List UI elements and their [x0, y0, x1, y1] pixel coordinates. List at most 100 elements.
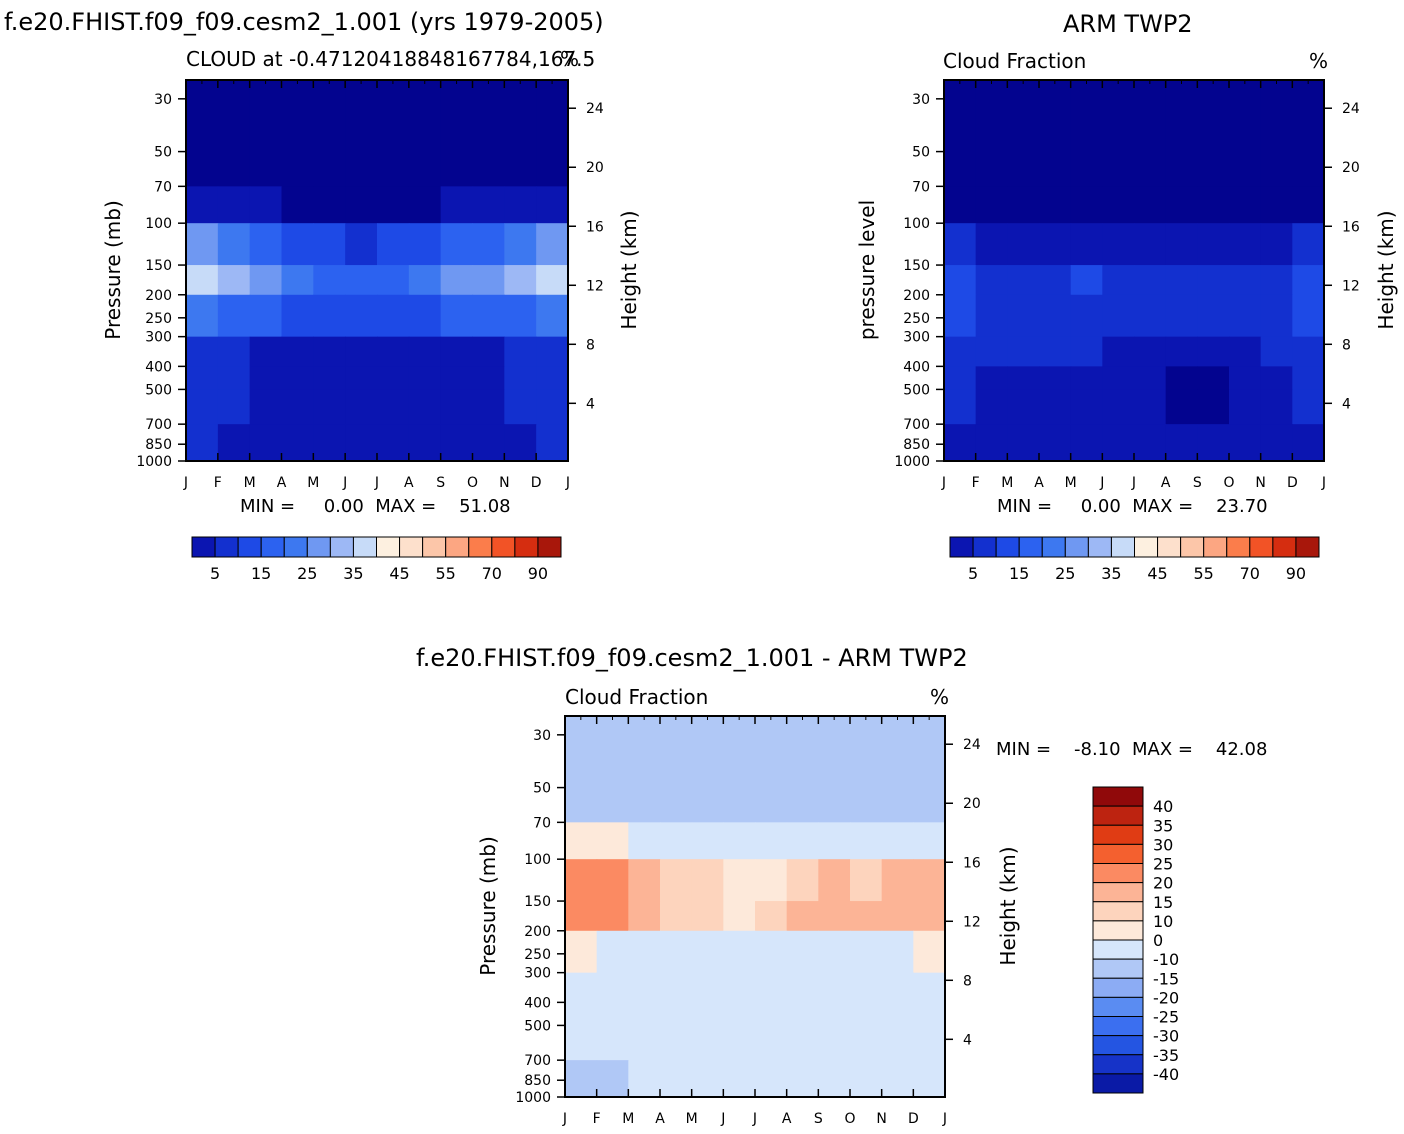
contour-cell — [1134, 265, 1167, 296]
y-right-tick-label: 20 — [586, 160, 604, 176]
colorbar-box — [191, 536, 216, 558]
contour-cell — [691, 1060, 724, 1098]
contour-cell — [281, 80, 314, 187]
contour-cell — [1070, 424, 1103, 462]
y-tick-label: 30 — [912, 92, 930, 108]
x-tick-label: N — [876, 1111, 886, 1127]
contour-cell — [1007, 336, 1040, 367]
x-tick-label: J — [720, 1111, 725, 1127]
contour-cell — [596, 1002, 629, 1027]
y-right-tick-label: 24 — [586, 101, 604, 117]
colorbar-box — [1092, 843, 1144, 864]
x-tick-label: A — [1161, 475, 1171, 491]
panel-difference: f.e20.FHIST.f09_f09.cesm2_1.001 - ARM TW… — [416, 644, 1267, 1127]
colorbar-box — [1092, 920, 1144, 941]
contour-cell — [881, 901, 914, 932]
colorbar-box — [1087, 536, 1112, 558]
y-tick-label: 700 — [145, 417, 172, 433]
contour-cell — [1197, 336, 1230, 367]
contour-cell — [1197, 389, 1230, 425]
y-right-tick-label: 24 — [963, 737, 981, 753]
panel1-colorbar: 5 15 25 35 45 55 70 90 — [191, 536, 562, 583]
colorbar-label: 5 — [968, 564, 978, 583]
y-right-tick-label: 16 — [1342, 219, 1360, 235]
colorbar-label: 45 — [1147, 564, 1167, 583]
contour-cell — [536, 265, 569, 296]
colorbar-label: -10 — [1153, 950, 1179, 969]
contour-cell — [1292, 80, 1325, 187]
contour-cell — [1039, 366, 1072, 391]
contour-cell — [1134, 294, 1167, 338]
panel1-contour-plot: J F M A M J J A S O N D J 30 50 70 100 150 200 250 300 400 500… — [136, 79, 604, 491]
contour-cell — [377, 336, 410, 367]
x-tick-label: A — [404, 475, 414, 491]
contour-cell — [217, 424, 251, 462]
contour-cell — [1070, 223, 1103, 266]
panel3-ylabel-right: Height (km) — [996, 846, 1020, 965]
contour-cell — [596, 1060, 629, 1098]
contour-cell — [1229, 366, 1262, 391]
contour-cell — [1102, 186, 1135, 224]
y-right-tick-label: 20 — [963, 796, 981, 812]
colorbar-label: 20 — [1153, 874, 1173, 893]
contour-cell — [565, 859, 598, 902]
contour-cell — [818, 859, 851, 902]
contour-cell — [313, 389, 346, 425]
contour-cell — [1039, 389, 1072, 425]
contour-cell — [660, 901, 693, 932]
contour-cell — [536, 389, 569, 425]
contour-cell — [1165, 265, 1198, 296]
contour-cell — [408, 294, 442, 338]
contour-cell — [944, 336, 977, 367]
colorbar-label: 15 — [1009, 564, 1029, 583]
contour-cell — [440, 80, 474, 187]
contour-cell — [691, 716, 724, 823]
colorbar-box — [1092, 863, 1144, 884]
x-tick-label: J — [1321, 475, 1326, 491]
contour-cell — [691, 1002, 724, 1027]
contour-cell — [408, 424, 442, 462]
x-tick-label: N — [1255, 475, 1265, 491]
contour-cell — [818, 930, 851, 974]
colorbar-label: 55 — [1194, 564, 1214, 583]
colorbar-box — [352, 536, 377, 558]
colorbar-box — [972, 536, 997, 558]
contour-cell — [1197, 80, 1230, 187]
colorbar-label: -40 — [1153, 1065, 1179, 1084]
panel1-title: f.e20.FHIST.f09_f09.cesm2_1.001 (yrs 197… — [4, 8, 604, 36]
y-right-tick-label: 12 — [586, 278, 604, 294]
contour-cell — [408, 265, 442, 296]
contour-cell — [1134, 389, 1167, 425]
contour-cell — [1292, 424, 1325, 462]
colorbar-label: 90 — [528, 564, 548, 583]
contour-cell — [1197, 294, 1230, 338]
contour-cell — [628, 901, 661, 932]
contour-cell — [377, 80, 410, 187]
contour-cell — [944, 186, 977, 224]
contour-cell — [818, 716, 851, 823]
x-tick-label: M — [1001, 475, 1013, 491]
contour-cell — [186, 80, 219, 187]
contour-cell — [881, 1060, 914, 1098]
contour-cell — [1007, 389, 1040, 425]
contour-cell — [596, 716, 629, 823]
contour-cell — [755, 901, 788, 932]
colorbar-box — [376, 536, 401, 558]
contour-cell — [1007, 265, 1040, 296]
contour-cell — [691, 859, 724, 902]
contour-cell — [818, 1002, 851, 1027]
y-tick-label: 700 — [524, 1053, 551, 1069]
contour-cell — [850, 1002, 883, 1027]
contour-cell — [818, 1025, 851, 1061]
colorbar-label: 70 — [482, 564, 502, 583]
contour-cell — [1039, 294, 1072, 338]
colorbar-box — [1110, 536, 1135, 558]
colorbar-box — [1180, 536, 1205, 558]
contour-cell — [281, 424, 314, 462]
contour-cell — [1134, 336, 1167, 367]
contour-cell — [281, 366, 314, 391]
contour-cell — [1229, 294, 1262, 338]
contour-cell — [660, 1002, 693, 1027]
contour-cell — [660, 822, 693, 860]
contour-cell — [1039, 186, 1072, 224]
